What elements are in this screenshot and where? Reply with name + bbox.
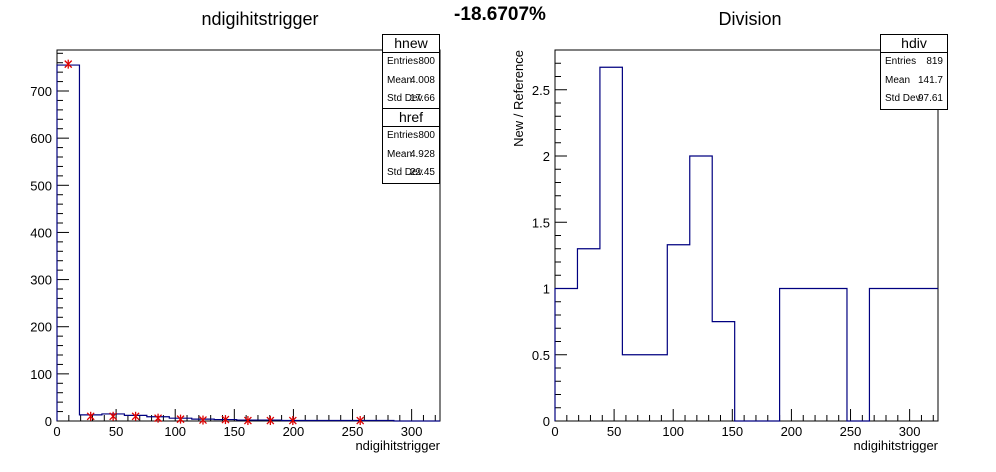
stat-label: Std Dev (387, 167, 423, 179)
stat-label: Mean (387, 74, 413, 86)
x-tick-label: 250 (840, 424, 862, 439)
y-axis-label: New / Reference (511, 50, 526, 147)
y-tick-label: 2.5 (532, 83, 550, 98)
y-tick-label: 0 (45, 414, 52, 429)
stat-box-title: hdiv (881, 35, 947, 53)
data-point-hnew (288, 416, 297, 426)
stat-value: 22.45 (409, 167, 435, 179)
x-tick-label: 150 (721, 424, 743, 439)
stat-label: Entries (387, 130, 419, 141)
y-tick-label: 400 (30, 225, 52, 240)
y-tick-label: 0.5 (532, 348, 550, 363)
x-axis-label: ndigihitstrigger (355, 438, 440, 453)
stat-label: Std Dev (885, 93, 921, 105)
x-tick-label: 100 (164, 424, 186, 439)
y-tick-label: 700 (30, 84, 52, 99)
data-point-hnew (199, 415, 207, 425)
data-point-hnew (154, 413, 163, 423)
x-tick-label: 50 (607, 424, 621, 439)
y-tick-label: 0 (543, 414, 550, 429)
stat-row-entries: Entries 800 (383, 127, 439, 146)
stat-box-hnew: hnew Entries 800 Mean 4.008 Std Dev 17.66 (382, 34, 440, 110)
y-tick-label: 1.5 (532, 215, 550, 230)
series-hdiv-step (554, 66, 938, 422)
percent-difference: -18.6707% (454, 4, 546, 25)
stat-label: Entries (885, 56, 917, 67)
x-tick-label: 100 (662, 424, 684, 439)
data-point-hnew (64, 59, 73, 69)
stat-box-href: href Entries 800 Mean 4.928 Std Dev 22.45 (382, 108, 440, 184)
stat-row-mean: Mean 4.928 (383, 146, 439, 165)
stat-value: 97.61 (917, 93, 943, 105)
right-plot-title: Division (718, 9, 782, 29)
left-plot-title: ndigihitstrigger (201, 9, 319, 29)
stat-box-title: hnew (383, 35, 439, 53)
stat-value: 141.7 (917, 74, 943, 86)
stat-row-stddev: Std Dev 97.61 (881, 90, 947, 109)
stat-box-hdiv: hdiv Entries 819 Mean 141.7 Std Dev 97.61 (880, 34, 948, 110)
x-tick-label: 150 (223, 424, 245, 439)
x-tick-label: 200 (283, 424, 305, 439)
x-tick-label: 50 (109, 424, 123, 439)
stat-value: 819 (926, 56, 943, 67)
stat-value: 17.66 (409, 93, 435, 105)
x-tick-label: 250 (342, 424, 364, 439)
y-tick-label: 600 (30, 131, 52, 146)
y-tick-label: 500 (30, 178, 52, 193)
stat-row-mean: Mean 4.008 (383, 72, 439, 91)
series-href-step (56, 64, 440, 422)
data-point-hnew (131, 411, 140, 421)
y-tick-label: 300 (30, 273, 52, 288)
stat-row-entries: Entries 819 (881, 53, 947, 72)
stat-value: 4.928 (409, 148, 435, 160)
data-point-hnew (266, 416, 275, 426)
stat-row-entries: Entries 800 (383, 53, 439, 72)
x-tick-label: 0 (53, 424, 60, 439)
data-point-hnew (356, 416, 365, 426)
stat-row-stddev: Std Dev 17.66 (383, 90, 439, 109)
x-axis-label: ndigihitstrigger (853, 438, 938, 453)
y-tick-label: 100 (30, 367, 52, 382)
data-point-hnew (176, 414, 185, 424)
stat-value: 4.008 (409, 74, 435, 86)
y-tick-label: 2 (543, 149, 550, 164)
data-point-hnew (221, 415, 230, 425)
data-point-hnew (109, 411, 118, 421)
stat-label: Mean (387, 148, 413, 160)
plot-0 (56, 49, 441, 426)
stat-box-title: href (383, 109, 439, 127)
stat-label: Mean (885, 74, 911, 86)
x-tick-label: 200 (781, 424, 803, 439)
stat-value: 800 (418, 56, 435, 67)
data-point-hnew (243, 416, 252, 426)
stat-row-stddev: Std Dev 22.45 (383, 164, 439, 183)
stat-value: 800 (418, 130, 435, 141)
data-point-hnew (86, 411, 95, 421)
x-tick-label: 0 (551, 424, 558, 439)
stat-label: Entries (387, 56, 419, 67)
y-tick-label: 1 (543, 282, 550, 297)
x-tick-label: 300 (899, 424, 921, 439)
x-tick-label: 300 (401, 424, 423, 439)
y-tick-label: 200 (30, 320, 52, 335)
plot-1 (554, 49, 939, 422)
stat-label: Std Dev (387, 93, 423, 105)
stat-row-mean: Mean 141.7 (881, 72, 947, 91)
